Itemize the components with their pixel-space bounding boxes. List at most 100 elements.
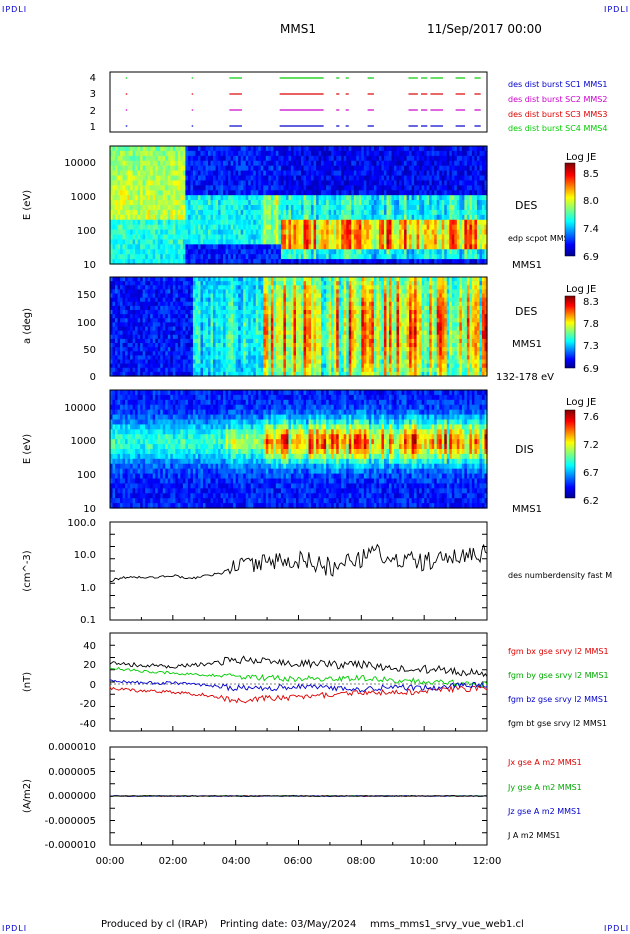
des-energy-cell xyxy=(223,205,227,211)
des-energy-cell xyxy=(328,224,332,231)
des-energy-cell xyxy=(343,209,347,216)
des-energy-cell xyxy=(238,155,242,162)
des-energy-cell xyxy=(326,200,330,206)
des-pitch-cell xyxy=(243,338,247,344)
des-energy-cell xyxy=(167,170,171,177)
des-energy-cell xyxy=(328,259,332,265)
des-energy-cell xyxy=(371,165,375,172)
des-energy-cell xyxy=(280,190,285,196)
des-energy-cell xyxy=(484,219,488,226)
des-pitch-cell xyxy=(120,367,124,373)
des-pitch-cell xyxy=(122,281,126,286)
des-energy-cell xyxy=(147,146,151,152)
des-pitch-cell xyxy=(205,347,209,352)
des-energy-cell xyxy=(263,170,267,177)
des-energy-cell xyxy=(371,190,375,196)
des-energy-cell xyxy=(215,244,219,250)
des-energy-cell xyxy=(145,229,149,236)
des-pitch-cell xyxy=(215,318,219,323)
des-energy-cell xyxy=(210,229,214,236)
des-energy-cell xyxy=(268,190,272,196)
des-pitch-cell xyxy=(152,351,156,356)
des-energy-cell xyxy=(306,165,310,172)
des-energy-cell xyxy=(424,239,428,245)
des-energy-cell xyxy=(268,214,272,221)
des-pitch-cell xyxy=(140,355,144,361)
des-pitch-cell xyxy=(235,347,239,352)
des-pitch-cell xyxy=(157,343,161,348)
des-energy-cell xyxy=(358,219,362,226)
des-energy-cell xyxy=(155,249,159,255)
des-energy-cell xyxy=(230,214,234,221)
des-pitch-cell xyxy=(235,277,239,282)
des-energy-cell xyxy=(343,229,347,236)
des-energy-cell xyxy=(213,180,217,186)
des-energy-cell xyxy=(185,249,189,255)
des-energy-cell xyxy=(424,180,428,186)
des-energy-cell xyxy=(270,239,274,245)
des-pitch-cell xyxy=(182,367,186,373)
des-energy-cell xyxy=(298,254,302,260)
des-energy-cell xyxy=(338,249,342,255)
des-energy-cell xyxy=(162,180,166,186)
des-pitch-cell xyxy=(185,334,189,340)
des-energy-cell xyxy=(125,195,129,201)
des-energy-cell xyxy=(371,180,375,186)
des-energy-cell xyxy=(469,200,473,206)
des-energy-cell xyxy=(399,175,403,182)
des-energy-cell xyxy=(162,150,166,157)
des-pitch-cell xyxy=(190,293,194,299)
des-energy-cell xyxy=(265,219,269,226)
des-energy-cell xyxy=(205,219,209,226)
des-pitch-cell xyxy=(202,330,207,336)
des-energy-cell xyxy=(454,190,458,196)
des-energy-cell xyxy=(110,160,114,167)
des-energy-cell xyxy=(218,224,222,231)
des-pitch-cell xyxy=(200,363,204,369)
des-energy-cell xyxy=(235,160,239,167)
des-energy-cell xyxy=(112,234,116,241)
des-energy-cell xyxy=(270,180,274,186)
des-energy-cell xyxy=(283,185,287,191)
des-pitch-cell xyxy=(170,310,174,315)
des-energy-cell xyxy=(280,155,285,162)
des-pitch-cell xyxy=(200,343,204,348)
des-energy-cell xyxy=(235,209,239,216)
des-pitch-cell xyxy=(228,310,232,315)
des-pitch-cell xyxy=(152,338,156,344)
des-energy-cell xyxy=(326,239,330,245)
des-energy-cell xyxy=(175,180,179,186)
des-energy-cell xyxy=(235,155,239,162)
des-energy-cell xyxy=(378,205,383,211)
des-energy-cell xyxy=(484,229,488,236)
des-pitch-cell xyxy=(147,322,151,328)
des-energy-cell xyxy=(366,190,370,196)
des-energy-cell xyxy=(253,205,257,211)
des-energy-cell xyxy=(471,239,476,245)
des-energy-cell xyxy=(132,150,136,157)
des-energy-cell xyxy=(321,244,325,250)
des-energy-cell xyxy=(479,160,483,167)
des-pitch-cell xyxy=(125,343,129,348)
des-energy-cell xyxy=(353,190,357,196)
des-pitch-cell xyxy=(208,310,212,315)
des-pitch-cell xyxy=(145,277,149,282)
des-energy-cell xyxy=(481,234,486,241)
des-pitch-cell xyxy=(187,330,192,336)
des-energy-cell xyxy=(399,239,403,245)
des-energy-cell xyxy=(481,146,486,152)
des-pitch-cell xyxy=(213,334,217,340)
des-energy-cell xyxy=(213,224,217,231)
des-pitch-cell xyxy=(202,318,207,323)
des-energy-cell xyxy=(481,249,486,255)
des-energy-cell xyxy=(436,185,440,191)
des-energy-cell xyxy=(456,214,460,221)
des-energy-cell xyxy=(424,219,428,226)
des-energy-cell xyxy=(376,185,380,191)
des-pitch-cell xyxy=(182,338,186,344)
des-pitch-cell xyxy=(220,318,224,323)
des-energy-cell xyxy=(419,175,423,182)
des-pitch-cell xyxy=(187,367,192,373)
des-energy-cell xyxy=(240,229,244,236)
des-energy-cell xyxy=(152,195,156,201)
